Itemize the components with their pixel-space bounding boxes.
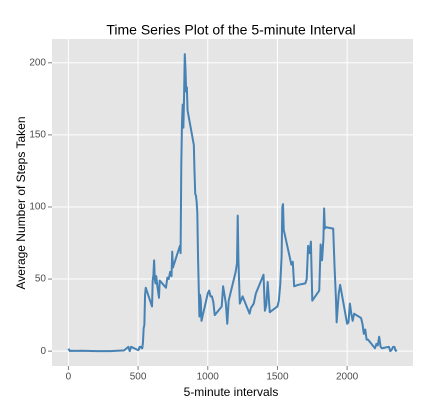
- x-tick-label: 2000: [336, 372, 359, 383]
- y-tick-label: 150: [29, 130, 46, 141]
- x-axis-label: 5-minute intervals: [184, 385, 279, 399]
- y-axis-label: Average Number of Steps Taken: [14, 117, 28, 290]
- y-tick-label: 100: [29, 202, 46, 213]
- data-line: [67, 53, 398, 353]
- y-tick-label: 50: [35, 274, 47, 285]
- y-tick-label: 200: [29, 57, 46, 68]
- x-tick-label: 500: [130, 372, 147, 383]
- chart-title: Time Series Plot of the 5-minute Interva…: [106, 22, 355, 38]
- x-tick-label: 0: [66, 372, 72, 383]
- x-tick-label: 1500: [266, 372, 289, 383]
- x-tick-label: 1000: [197, 372, 220, 383]
- y-tick-label: 0: [40, 346, 46, 357]
- plot-panel: [52, 39, 413, 366]
